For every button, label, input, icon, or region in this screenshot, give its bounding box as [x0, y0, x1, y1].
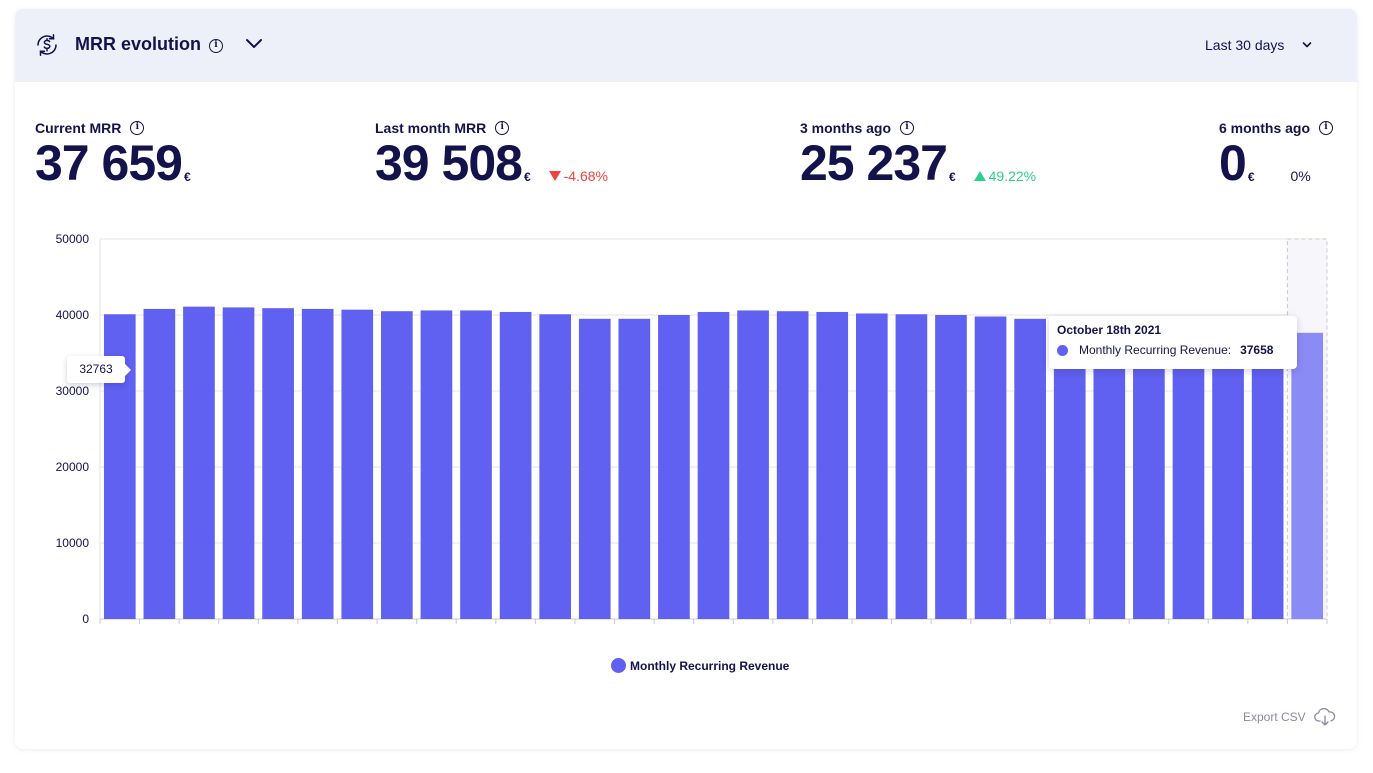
bar: [974, 316, 1007, 619]
period-select-label: Last 30 days: [1205, 37, 1285, 53]
bar: [776, 311, 809, 619]
y-tick-label: 20000: [56, 460, 90, 474]
kpi-label: 6 months ago i: [1219, 120, 1334, 136]
bar: [1133, 327, 1165, 619]
kpi-delta: 49.22%: [973, 168, 1037, 184]
bar: [1251, 332, 1284, 619]
kpi-last-month-mrr: Last month MRR i 39 508 € -4.68%: [375, 120, 608, 188]
kpi-label-text: Last month MRR: [375, 120, 487, 136]
bar: [1291, 332, 1324, 619]
y-tick-label: 50000: [56, 232, 90, 246]
currency-refresh-icon: [37, 34, 57, 56]
chevron-down-icon: [1303, 42, 1312, 48]
bar: [1093, 323, 1126, 619]
tooltip-value: 37658: [1240, 343, 1274, 357]
bar: [499, 311, 532, 619]
info-icon[interactable]: i: [1319, 121, 1334, 135]
card-title: MRR evolution: [75, 34, 201, 54]
info-icon[interactable]: i: [209, 39, 223, 53]
export-csv-button[interactable]: Export CSV: [1243, 708, 1336, 726]
bar: [222, 307, 255, 619]
kpi-currency: €: [183, 170, 191, 184]
tooltip-date: October 18th 2021: [1057, 323, 1162, 337]
bar: [341, 309, 374, 619]
bar: [1053, 320, 1086, 619]
kpi-value: 0: [1219, 135, 1247, 191]
kpi-3-months-ago: 3 months ago i 25 237 € 49.22%: [800, 120, 1036, 188]
kpi-label-text: 6 months ago: [1219, 120, 1311, 136]
y-tick-label: 40000: [56, 308, 90, 322]
info-icon[interactable]: i: [495, 121, 510, 135]
export-csv-label: Export CSV: [1243, 710, 1306, 724]
bar: [1014, 318, 1046, 619]
legend-dot: [611, 658, 626, 673]
kpi-6-months-ago: 6 months ago i 0 € 0%: [1219, 120, 1334, 191]
kpi-value: 25 237: [800, 135, 948, 191]
kpi-current-mrr: Current MRR i 37 659 €: [35, 120, 191, 188]
bar: [420, 310, 453, 619]
bar: [578, 318, 611, 619]
chart-legend[interactable]: Monthly Recurring Revenue: [611, 658, 789, 673]
bar: [895, 314, 928, 619]
period-select[interactable]: Last 30 days: [1205, 37, 1312, 53]
cloud-download-icon: [1313, 708, 1335, 726]
y-tick-label: 0: [82, 612, 89, 626]
chart-tooltip: October 18th 2021 Monthly Recurring Reve…: [1049, 316, 1297, 369]
triangle-down-icon: [548, 171, 561, 181]
kpi-currency: €: [948, 170, 956, 184]
kpi-value: 37 659: [35, 135, 183, 191]
kpi-currency: €: [523, 170, 531, 184]
bar: [737, 310, 769, 619]
kpi-label: Last month MRR i: [375, 120, 608, 136]
bar: [381, 311, 413, 619]
chevron-down-icon[interactable]: [244, 36, 264, 52]
kpi-value: 39 508: [375, 135, 523, 191]
tooltip-series-dot: [1057, 344, 1068, 356]
kpi-delta-value: 0%: [1290, 168, 1311, 184]
bar: [1172, 330, 1205, 619]
bar: [658, 315, 690, 619]
bar: [935, 315, 967, 619]
bar: [539, 314, 572, 619]
bar: [697, 311, 730, 619]
bar: [143, 308, 176, 619]
mrr-evolution-card: MRR evolution i Last 30 days Current MRR…: [15, 9, 1357, 749]
y-tick-label: 10000: [56, 536, 90, 550]
mrr-bar-chart: 0 10000 20000 30000 40000 50000: [56, 232, 1328, 626]
kpi-label-text: 3 months ago: [800, 120, 892, 136]
y-tick-label: 30000: [56, 384, 90, 398]
info-icon[interactable]: i: [130, 121, 145, 135]
kpi-delta-value: -4.68%: [563, 168, 608, 184]
kpi-delta-value: 49.22%: [988, 168, 1037, 184]
legend-label: Monthly Recurring Revenue: [630, 658, 790, 673]
kpi-label-text: Current MRR: [35, 120, 122, 136]
info-icon[interactable]: i: [900, 121, 915, 135]
bar: [816, 311, 849, 619]
kpi-label: Current MRR i: [35, 120, 191, 136]
bar: [183, 306, 215, 619]
card-header: MRR evolution i Last 30 days: [15, 9, 1357, 82]
bar: [262, 308, 294, 619]
bar: [618, 318, 651, 619]
bar: [301, 308, 334, 619]
bar: [1212, 333, 1244, 619]
kpi-label: 3 months ago i: [800, 120, 1036, 136]
tooltip-series-label: Monthly Recurring Revenue:: [1079, 343, 1232, 357]
kpi-delta: -4.68%: [548, 168, 608, 184]
bar: [855, 313, 888, 619]
bar: [460, 310, 492, 619]
y-axis-pointer-label: 32763: [67, 356, 131, 383]
kpi-currency: €: [1247, 170, 1255, 184]
triangle-up-icon: [973, 171, 986, 181]
